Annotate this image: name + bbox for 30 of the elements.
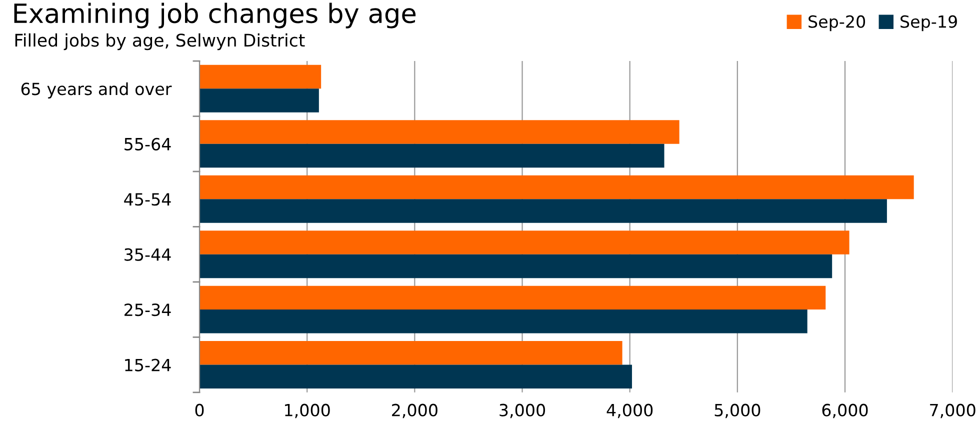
bar (200, 64, 322, 89)
y-tick-label: 35-44 (124, 248, 171, 261)
y-tick-label: 65 years and over (21, 82, 172, 98)
x-tick-label: 1,000 (285, 404, 330, 418)
y-tick-label: 25-34 (124, 304, 171, 316)
y-tick-label: 15-24 (125, 358, 171, 372)
bar (200, 120, 680, 144)
legend-label: Sep-19 (900, 15, 957, 32)
x-tick-label: 7,000 (930, 404, 976, 418)
bar (200, 254, 832, 278)
bar (200, 230, 850, 254)
chart-subtitle: Filled jobs by age, Selwyn District (15, 33, 305, 50)
bar (200, 310, 808, 334)
x-tick-label: 6,000 (822, 404, 868, 418)
chart-title: Examining job changes by age (14, 2, 416, 28)
bar (200, 175, 914, 200)
bar (200, 144, 664, 168)
x-tick-label: 2,000 (392, 404, 438, 418)
y-tick-label: 55-64 (124, 138, 171, 150)
bar (200, 88, 319, 112)
x-tick-label: 4,000 (606, 404, 653, 418)
y-tick-label: 45-54 (124, 193, 171, 206)
legend-label: Sep-20 (808, 15, 866, 32)
x-tick-label: 3,000 (500, 404, 545, 418)
bar (200, 364, 632, 389)
x-tick-label: 5,000 (714, 404, 760, 418)
bar (200, 341, 622, 365)
bar (200, 286, 826, 310)
x-tick-label: 0 (195, 404, 204, 416)
bar (200, 199, 887, 223)
